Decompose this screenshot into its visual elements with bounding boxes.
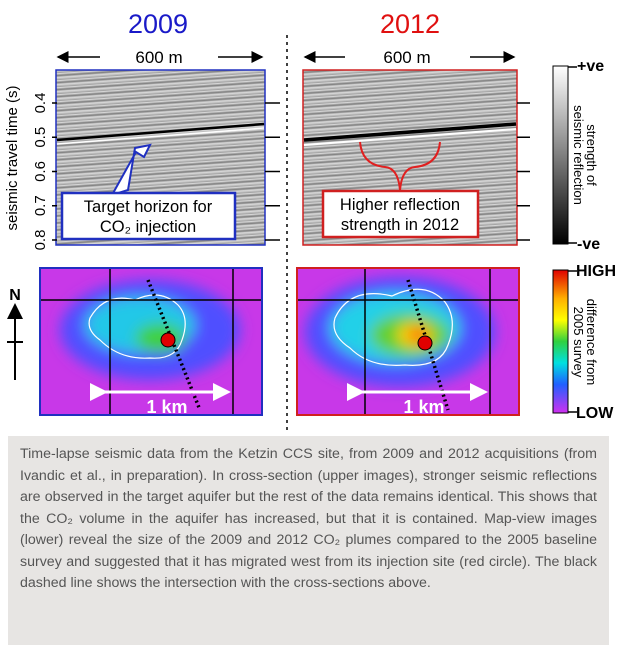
page: 2009 2012 600 m 600 m 0.4 0.5 0.6 0.7 0.8 se… xyxy=(0,0,619,651)
map-scale-label: 1 km xyxy=(403,397,444,417)
bar-label: 2005 survey xyxy=(571,307,586,378)
bar-label: seismic reflection xyxy=(571,105,586,205)
callout-text: Target horizon for xyxy=(84,198,213,216)
callout-text: Higher reflection xyxy=(340,196,460,214)
tick-label: 0.6 xyxy=(32,161,49,182)
axis-label: seismic travel time (s) xyxy=(4,85,21,230)
figure: 2009 2012 600 m 600 m 0.4 0.5 0.6 0.7 0.8 se… xyxy=(0,0,619,436)
year-title: 2009 xyxy=(128,9,188,39)
bar-end-label: -ve xyxy=(577,236,600,253)
tick-label: 0.7 xyxy=(32,195,49,216)
tick-label: 0.5 xyxy=(32,127,49,148)
color-bar xyxy=(553,270,568,413)
north-label: N xyxy=(9,287,21,304)
callout-text: strength in 2012 xyxy=(341,216,459,234)
bar-end-label: +ve xyxy=(577,58,604,75)
caption: Time-lapse seismic data from the Ketzin … xyxy=(8,436,609,645)
color-bar xyxy=(553,66,568,244)
map-scale-label: 1 km xyxy=(146,397,187,417)
year-title: 2012 xyxy=(380,9,440,39)
bar-end-label: LOW xyxy=(576,405,614,422)
callout-text: CO₂ injection xyxy=(100,218,196,236)
scale-label: 600 m xyxy=(383,48,430,67)
tick-label: 0.4 xyxy=(32,93,49,114)
bar-end-label: HIGH xyxy=(576,263,616,280)
tick-label: 0.8 xyxy=(32,230,49,251)
scale-label: 600 m xyxy=(135,48,182,67)
